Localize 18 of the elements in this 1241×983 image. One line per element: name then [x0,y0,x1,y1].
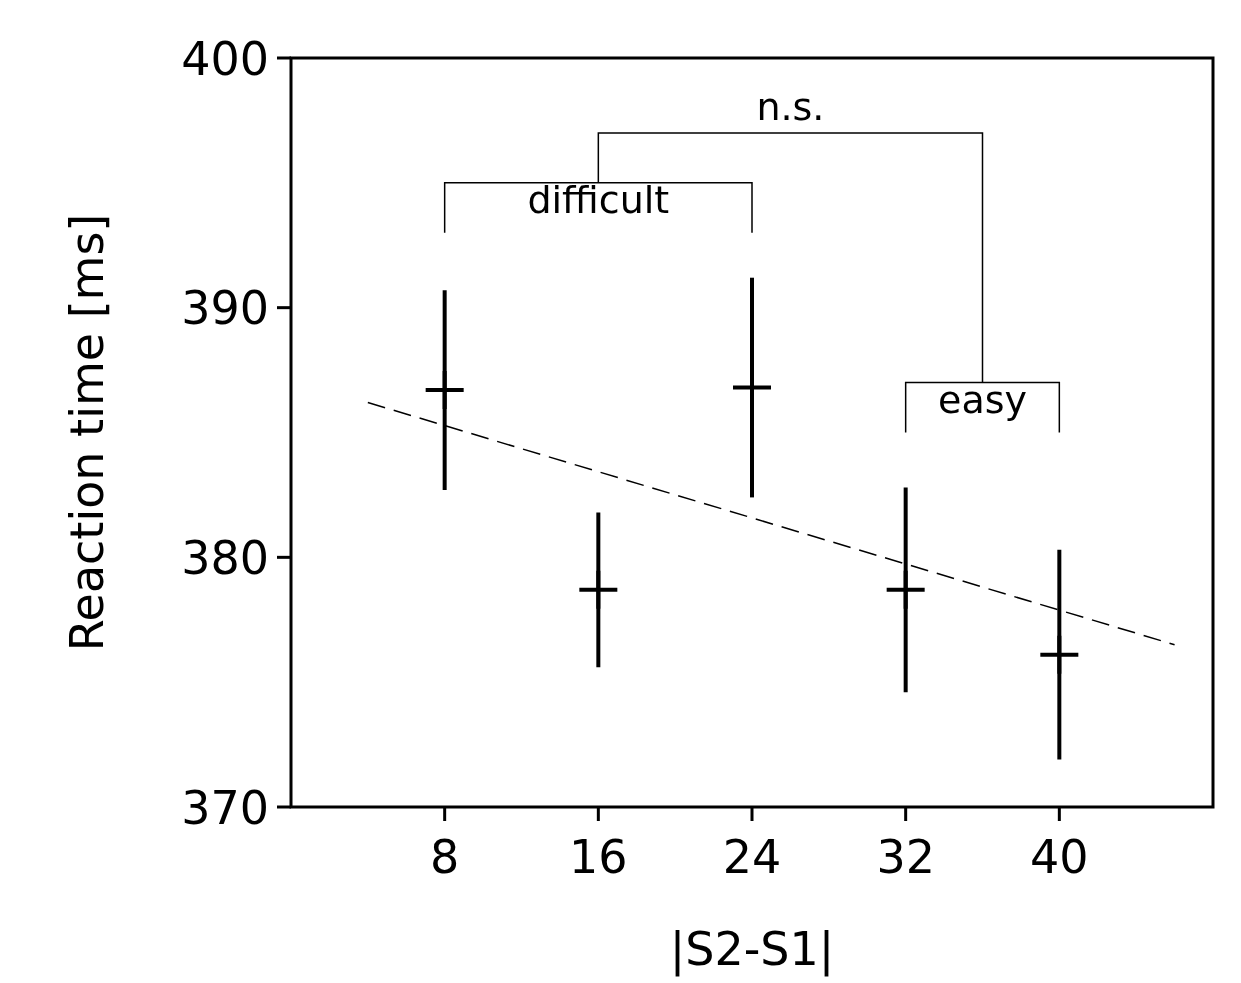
annotation: easy [938,377,1027,422]
x-tick-label: 24 [722,830,782,884]
point [425,371,464,410]
y-tick-label: 370 [181,780,269,835]
annotation: difficult [527,177,670,222]
annotation: n.s. [756,85,825,130]
point [1040,635,1079,674]
y-tick-label: 400 [181,31,269,86]
x-axis-title: |S2-S1| [669,922,835,977]
x-tick-label: 8 [430,830,460,884]
x-tick-label: 16 [569,830,628,884]
x-tick-label: 40 [1030,830,1089,884]
x-tick-label: 32 [876,830,935,884]
y-tick-label: 390 [181,281,269,336]
point [886,570,925,609]
y-axis-title: Reaction time [ms] [60,213,114,652]
y-tick-label: 380 [181,530,269,585]
point [579,570,618,609]
